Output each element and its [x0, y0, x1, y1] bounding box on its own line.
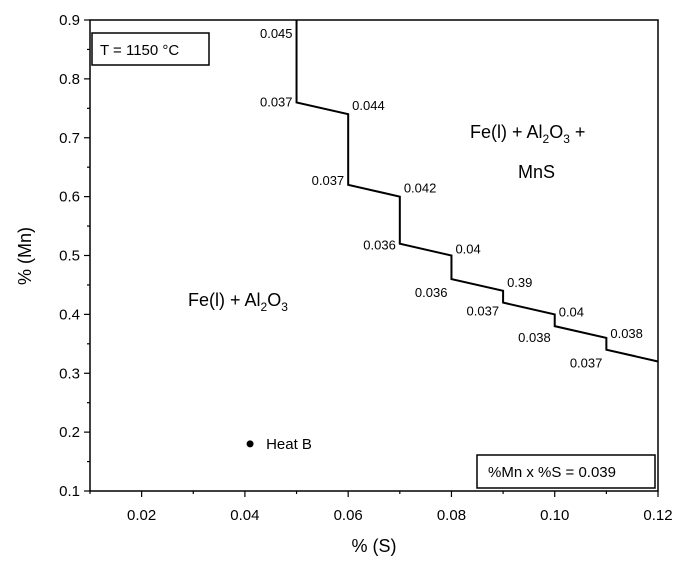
boundary-value-label: 0.04 [455, 242, 480, 257]
boundary-value-label: 0.39 [507, 275, 532, 290]
boundary-value-label: 0.038 [610, 326, 643, 341]
boundary-value-label: 0.04 [559, 304, 584, 319]
boundary-value-label: 0.037 [467, 304, 500, 319]
boundary-value-label: 0.044 [352, 98, 385, 113]
boundary-value-label: 0.042 [404, 181, 437, 196]
boundary-annotations: 0.045 0.037 0.044 0.037 0.042 0.036 0.04 0.036 0… [260, 26, 643, 371]
product-box [476, 454, 656, 489]
x-tick-label: 0.12 [643, 507, 672, 524]
y-tick-label: 0.1 [59, 483, 80, 500]
phase-boundary-line [295, 20, 659, 363]
product-label: %Mn x %S = 0.039 [488, 464, 616, 481]
y-tick-label: 0.3 [59, 365, 80, 382]
region-label-fe-al2o3: Fe(l) + Al2O3 [188, 290, 288, 314]
y-tick-label: 0.7 [59, 130, 80, 147]
temperature-box [91, 32, 210, 66]
y-tick-label: 0.2 [59, 424, 80, 441]
x-tick-label: 0.02 [127, 507, 156, 524]
tick-group [84, 19, 659, 497]
x-tick-label: 0.08 [437, 507, 466, 524]
boundary-value-label: 0.037 [312, 173, 345, 188]
boundary-value-label: 0.036 [415, 285, 448, 300]
boundary-value-label: 0.037 [260, 94, 293, 109]
tick-label-group: 0.02 0.04 0.06 0.08 0.10 0.12 0.1 0.2 0.3 0.4 0.5 0… [59, 12, 672, 524]
y-tick-label: 0.8 [59, 71, 80, 88]
y-tick-label: 0.9 [59, 12, 80, 29]
x-tick-label: 0.04 [230, 507, 259, 524]
boundary-value-label: 0.036 [363, 238, 396, 253]
temperature-label: T = 1150 °C [100, 42, 179, 59]
heat-b-marker [246, 440, 254, 448]
plot-frame [89, 19, 659, 492]
y-tick-label: 0.5 [59, 248, 80, 265]
x-tick-label: 0.06 [334, 507, 363, 524]
heat-b-label: Heat B [266, 436, 312, 453]
region-label-mns: MnS [518, 162, 555, 182]
boundary-value-label: 0.045 [260, 26, 293, 41]
x-tick-label: 0.10 [540, 507, 569, 524]
boundary-value-label: 0.037 [570, 356, 603, 371]
region-label-fe-al2o3-mns: Fe(l) + Al2O3 + [470, 122, 585, 146]
x-axis-title: % (S) [352, 536, 397, 556]
boundary-value-label: 0.038 [518, 330, 551, 345]
y-tick-label: 0.6 [59, 189, 80, 206]
y-axis-title: % (Mn) [15, 227, 35, 285]
y-tick-label: 0.4 [59, 306, 80, 323]
